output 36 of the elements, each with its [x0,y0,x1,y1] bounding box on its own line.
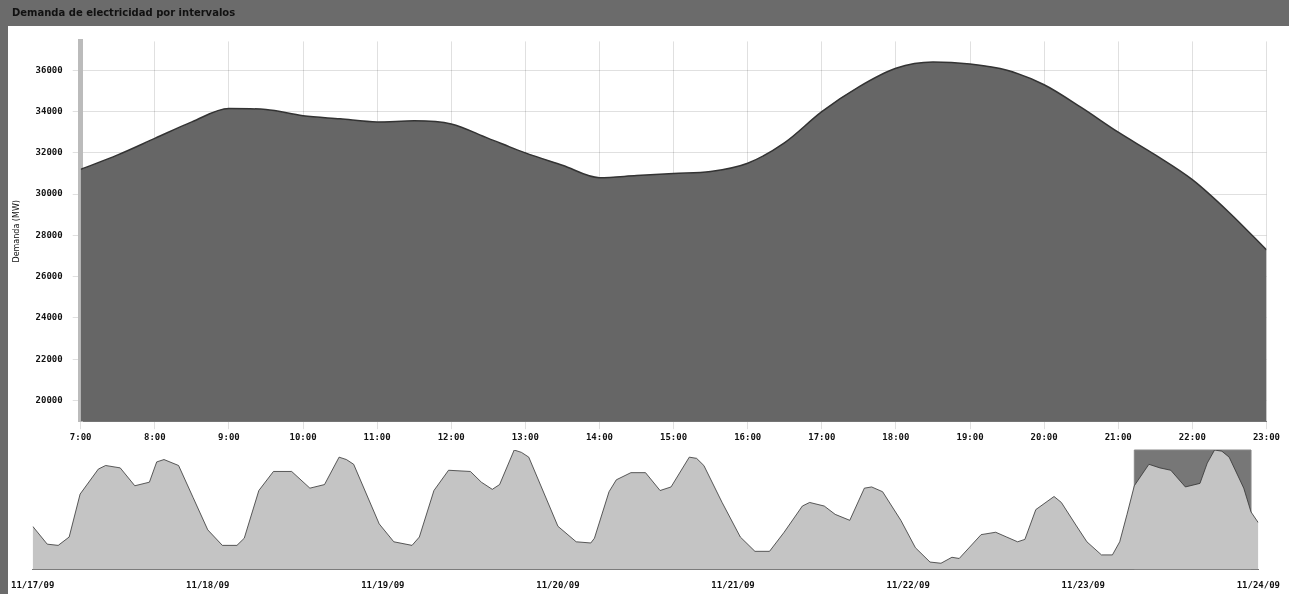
x-tick-label: 16:00 [734,431,762,442]
x-tick-label: 10:00 [289,431,317,442]
y-axis-title: Demanda (MW) [11,200,21,263]
y-tick-label: 28000 [35,229,63,240]
y-tick-label: 20000 [35,394,63,405]
y-tick-label: 36000 [35,64,63,75]
x-tick-label: 13:00 [511,431,539,442]
x-tick-label: 17:00 [808,431,836,442]
x-tick-label: 14:00 [585,431,614,442]
chart-title: Demanda de electricidad por intervalos [0,0,1289,26]
x-tick-label: 22:00 [1178,431,1206,442]
y-tick-label: 34000 [35,105,63,116]
x-tick-label: 12:00 [437,431,465,442]
x-tick-label: 20:00 [1030,431,1058,442]
x-tick-label: 11/19/09 [361,579,405,590]
x-tick-label: 11/20/09 [536,579,580,590]
x-tick-label: 11/17/09 [10,579,55,590]
y-tick-label: 22000 [35,353,63,364]
x-tick-label: 11/21/09 [711,579,755,590]
x-tick-label: 23:00 [1252,431,1280,442]
x-tick-label: 21:00 [1104,431,1132,442]
x-tick-label: 19:00 [956,431,984,442]
y-tick-label: 30000 [35,188,63,199]
x-tick-label: 11/24/09 [1236,579,1281,590]
x-tick-label: 11/18/09 [186,579,230,590]
x-tick-label: 15:00 [660,431,688,442]
y-tick-label: 26000 [35,271,63,282]
x-tick-label: 9:00 [218,431,240,442]
x-tick-label: 18:00 [882,431,910,442]
y-tick-label: 32000 [35,147,63,158]
y-tick-label: 24000 [35,312,63,323]
x-tick-label: 7:00 [69,431,92,442]
x-tick-label: 11/23/09 [1061,579,1105,590]
x-tick-label: 8:00 [143,431,166,442]
x-tick-label: 11:00 [363,431,391,442]
x-tick-label: 11/22/09 [886,579,930,590]
